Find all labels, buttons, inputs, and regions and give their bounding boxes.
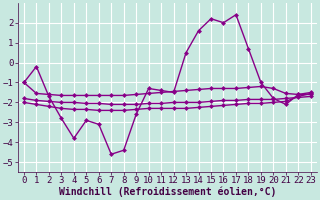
X-axis label: Windchill (Refroidissement éolien,°C): Windchill (Refroidissement éolien,°C) <box>59 187 276 197</box>
